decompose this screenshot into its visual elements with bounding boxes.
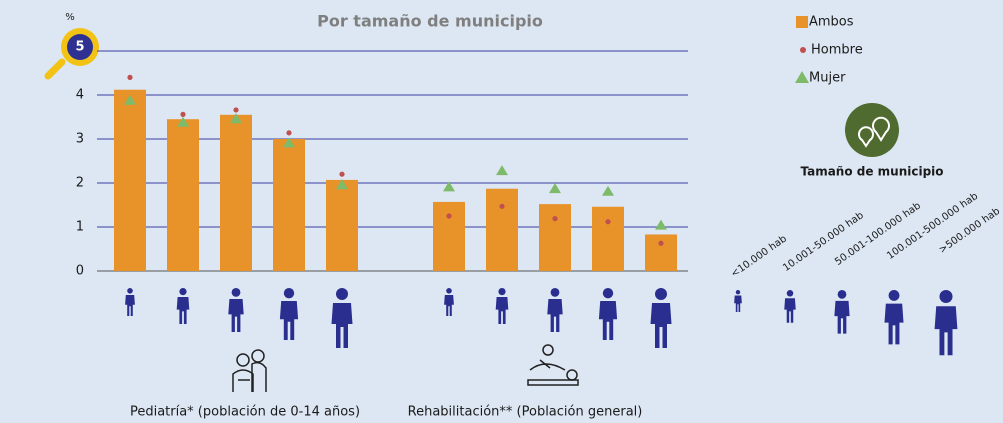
group-label: Pediatría* (población de 0-14 años) — [130, 405, 360, 420]
person-head — [127, 288, 133, 294]
dot — [446, 213, 451, 218]
person-head — [603, 288, 613, 298]
pictogram — [547, 288, 562, 332]
pictogram — [444, 288, 454, 316]
pictogram — [228, 288, 243, 332]
person-head — [889, 290, 900, 301]
category-label: <10.000 hab — [729, 233, 789, 280]
bar — [433, 202, 465, 271]
bar — [326, 180, 358, 271]
person-body — [784, 298, 795, 323]
dot — [339, 172, 344, 177]
size-pictogram — [784, 290, 795, 323]
person-head — [939, 290, 952, 303]
magnifier — [48, 28, 99, 76]
pictogram — [125, 288, 135, 316]
chart-title: Por tamaño de municipio — [317, 12, 543, 31]
dot — [286, 130, 291, 135]
dot — [233, 107, 238, 112]
person-head — [498, 288, 505, 295]
dot — [658, 241, 663, 246]
category-label: 10.001-50.000 hab — [781, 210, 866, 274]
bar — [220, 115, 252, 271]
category-label: 50.001-100.000 hab — [833, 200, 923, 267]
person-body — [125, 295, 135, 316]
pictogram — [280, 288, 298, 340]
person-body — [599, 301, 617, 340]
bar — [114, 90, 146, 271]
person-body — [228, 299, 243, 332]
pictogram — [332, 288, 353, 348]
legend-label: Mujer — [809, 71, 846, 86]
person-body — [547, 299, 562, 332]
person-head — [736, 290, 740, 294]
dot — [127, 75, 132, 80]
person-body — [496, 297, 509, 324]
dot — [180, 112, 185, 117]
person-body — [651, 303, 672, 348]
person-body — [280, 301, 298, 340]
bar — [486, 189, 518, 271]
pictogram — [177, 288, 190, 324]
person-body — [834, 301, 849, 334]
legend-swatch — [796, 16, 808, 28]
bar — [539, 204, 571, 271]
person-body — [734, 296, 742, 313]
person-head — [446, 288, 452, 294]
y-tick-label: 5 — [75, 40, 84, 55]
legend-swatch — [800, 47, 806, 53]
person-head — [787, 290, 794, 297]
person-body — [935, 306, 958, 355]
person-body — [884, 304, 903, 345]
chart: Por tamaño de municipio % Tamaño de muni… — [0, 0, 1003, 423]
dot — [499, 204, 504, 209]
y-tick-label: 3 — [76, 132, 84, 147]
person-head — [232, 288, 241, 297]
legend-label: Hombre — [811, 43, 863, 58]
bar — [167, 119, 199, 271]
person-head — [551, 288, 560, 297]
person-head — [655, 288, 667, 300]
pediatria-icon — [233, 350, 266, 392]
triangle — [496, 165, 508, 175]
legend-label: Ambos — [809, 15, 854, 30]
size-pictogram — [734, 290, 742, 312]
rehab-icon — [528, 345, 578, 385]
bar — [645, 234, 677, 271]
legend-title: Tamaño de municipio — [800, 165, 943, 179]
person-head — [838, 290, 847, 299]
triangle — [549, 183, 561, 193]
dot — [552, 216, 557, 221]
bar — [273, 139, 305, 271]
pictogram — [599, 288, 617, 340]
person-head — [336, 288, 348, 300]
size-pictogram — [884, 290, 903, 344]
y-unit: % — [65, 12, 75, 23]
person-body — [444, 295, 454, 316]
person-body — [177, 297, 190, 324]
y-tick-label: 4 — [76, 88, 84, 103]
y-tick-label: 0 — [76, 264, 84, 279]
person-body — [332, 303, 353, 348]
dot — [605, 219, 610, 224]
pictogram — [651, 288, 672, 348]
size-pictogram — [834, 290, 849, 334]
group-label: Rehabilitación** (Población general) — [408, 405, 643, 420]
person-head — [284, 288, 294, 298]
triangle — [602, 186, 614, 196]
bar — [592, 207, 624, 271]
size-pictogram — [935, 290, 958, 355]
y-tick-label: 2 — [76, 176, 84, 191]
y-tick-label: 1 — [76, 220, 84, 235]
legend-swatch — [795, 71, 809, 83]
pictogram — [496, 288, 509, 324]
person-head — [179, 288, 186, 295]
triangle — [655, 220, 667, 230]
